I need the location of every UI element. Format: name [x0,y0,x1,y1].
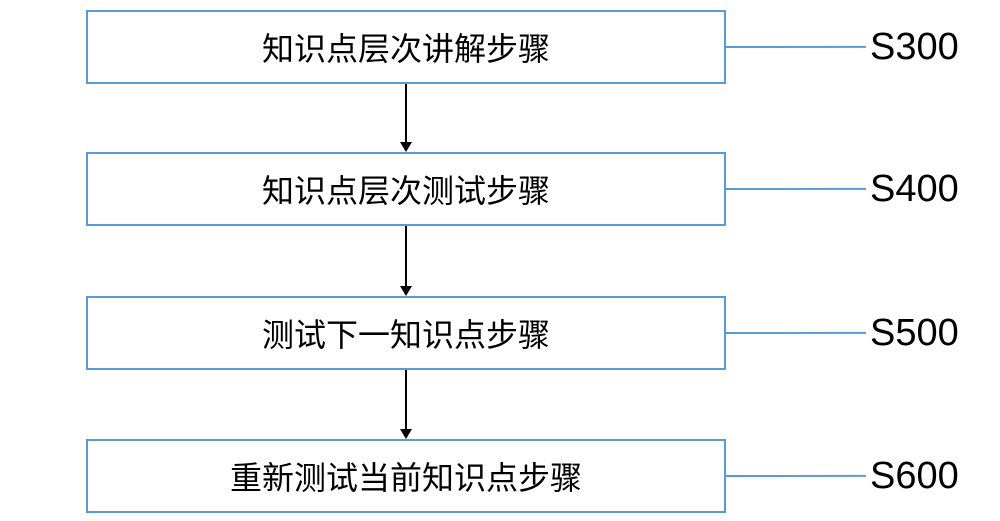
flowchart-canvas: 知识点层次讲解步骤知识点层次测试步骤测试下一知识点步骤重新测试当前知识点步骤 S3… [0,0,1000,521]
flow-node-n500: 测试下一知识点步骤 [86,296,726,370]
flow-node-n600: 重新测试当前知识点步骤 [86,439,726,513]
flow-node-label: 知识点层次测试步骤 [262,166,550,212]
arrowhead-icon [400,142,412,152]
step-label-S300: S300 [870,26,959,69]
flow-node-label: 测试下一知识点步骤 [262,310,550,356]
arrowhead-icon [400,429,412,439]
flow-node-label: 重新测试当前知识点步骤 [230,453,582,499]
step-label-S600: S600 [870,455,959,498]
arrowhead-icon [400,286,412,296]
step-label-S400: S400 [870,168,959,211]
flow-node-label: 知识点层次讲解步骤 [262,24,550,70]
flow-node-n300: 知识点层次讲解步骤 [86,10,726,84]
step-label-S500: S500 [870,312,959,355]
flow-node-n400: 知识点层次测试步骤 [86,152,726,226]
